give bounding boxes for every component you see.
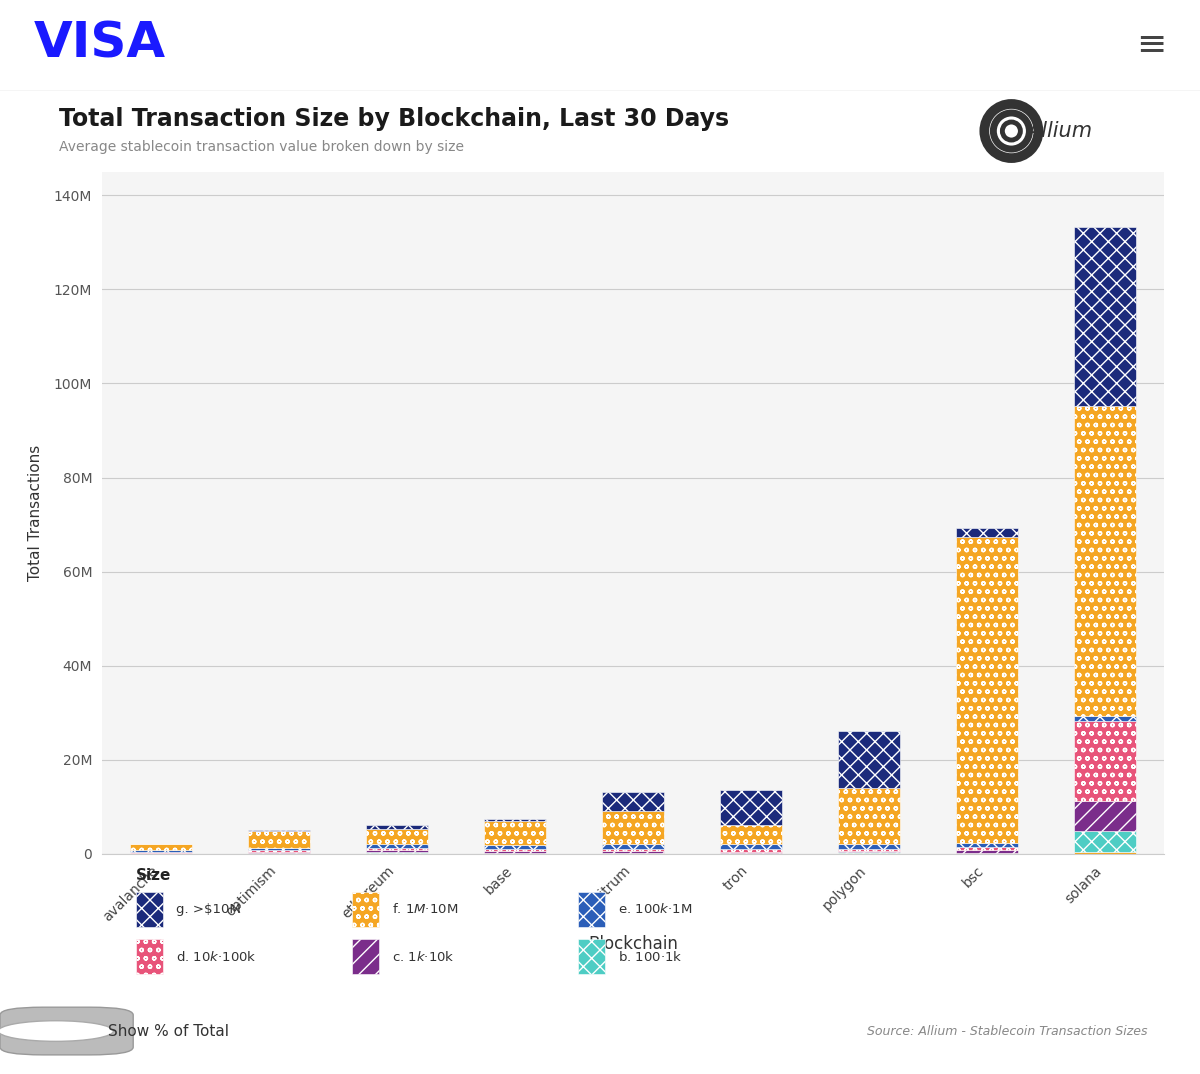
Text: Average stablecoin transaction value broken down by size: Average stablecoin transaction value bro… (59, 140, 463, 154)
Bar (956, 843, 1018, 847)
Bar (720, 826, 781, 844)
X-axis label: Blockchain: Blockchain (588, 935, 678, 954)
Bar (956, 527, 1018, 537)
FancyBboxPatch shape (578, 891, 606, 927)
Bar (1074, 716, 1135, 721)
FancyBboxPatch shape (136, 891, 163, 927)
Bar (1074, 721, 1135, 801)
Bar (602, 850, 664, 851)
Bar (1074, 406, 1135, 716)
Bar (602, 844, 664, 850)
Bar (720, 848, 781, 852)
Bar (602, 811, 664, 844)
Text: ≡: ≡ (1136, 27, 1166, 61)
Bar (602, 792, 664, 811)
FancyBboxPatch shape (0, 1007, 133, 1055)
FancyBboxPatch shape (136, 939, 163, 974)
Bar (839, 787, 900, 844)
Bar (720, 844, 781, 848)
Text: Source: Allium - Stablecoin Transaction Sizes: Source: Allium - Stablecoin Transaction … (866, 1025, 1147, 1037)
Bar (366, 825, 427, 829)
Text: Size: Size (136, 868, 170, 883)
Text: e. $100k · $1M: e. $100k · $1M (618, 902, 692, 916)
Bar (248, 829, 310, 831)
Bar (1074, 853, 1135, 854)
Bar (839, 731, 900, 787)
Text: Allium: Allium (1027, 121, 1092, 141)
Bar (485, 822, 546, 845)
Bar (366, 843, 427, 848)
Text: f. $1M · $10M: f. $1M · $10M (391, 902, 457, 916)
Text: g. >$10M: g. >$10M (175, 903, 240, 916)
Bar (720, 790, 781, 826)
Bar (602, 851, 664, 853)
FancyBboxPatch shape (352, 891, 379, 927)
Bar (248, 831, 310, 847)
Text: b. $100 · $1k: b. $100 · $1k (618, 949, 683, 963)
Bar (956, 537, 1018, 843)
Bar (839, 851, 900, 852)
FancyBboxPatch shape (578, 939, 606, 974)
Y-axis label: Total Transactions: Total Transactions (28, 445, 43, 581)
Bar (366, 850, 427, 853)
Text: Show % of Total: Show % of Total (108, 1024, 229, 1039)
Bar (485, 845, 546, 850)
Circle shape (0, 1020, 113, 1042)
Text: VISA: VISA (34, 19, 166, 68)
Bar (956, 850, 1018, 853)
Bar (248, 847, 310, 851)
Bar (131, 851, 192, 852)
Bar (1074, 831, 1135, 853)
Bar (485, 850, 546, 851)
Bar (1074, 227, 1135, 406)
Bar (366, 829, 427, 843)
Text: Total Transaction Size by Blockchain, Last 30 Days: Total Transaction Size by Blockchain, La… (59, 107, 728, 131)
Bar (485, 851, 546, 853)
Bar (956, 847, 1018, 850)
Bar (248, 851, 310, 852)
Text: c. $1k · $10k: c. $1k · $10k (391, 949, 454, 963)
Bar (366, 848, 427, 850)
Bar (839, 844, 900, 848)
FancyBboxPatch shape (352, 939, 379, 974)
Text: d. $10k · $100k: d. $10k · $100k (175, 949, 256, 963)
Bar (1074, 801, 1135, 831)
Bar (485, 818, 546, 822)
Bar (839, 848, 900, 851)
Bar (131, 844, 192, 851)
